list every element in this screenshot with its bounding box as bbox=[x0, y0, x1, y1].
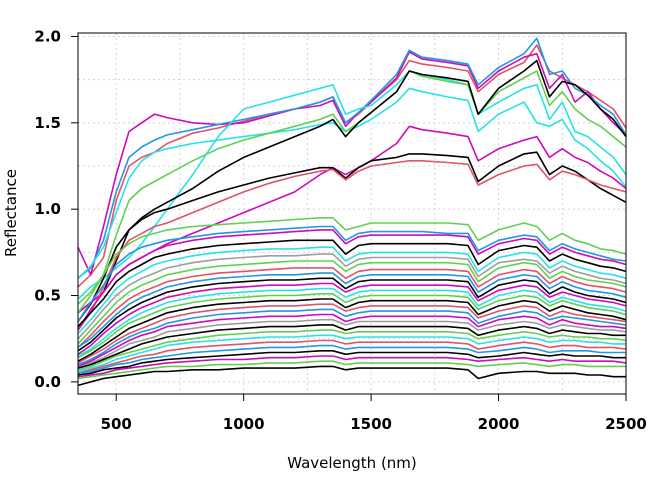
spectrum-line-30 bbox=[77, 329, 627, 371]
spectrum-line-22 bbox=[77, 287, 627, 357]
spectrum-line-27 bbox=[77, 313, 627, 368]
x-tick-label: 2000 bbox=[478, 415, 520, 433]
spectrum-line-11 bbox=[77, 217, 627, 314]
spectrum-line-25 bbox=[77, 303, 627, 364]
spectrum-line-5 bbox=[77, 87, 627, 279]
spectrum-line-24 bbox=[77, 298, 627, 362]
y-tick-label: 0.5 bbox=[34, 287, 61, 305]
spectrum-line-35 bbox=[77, 355, 627, 378]
y-axis-title: Reflectance bbox=[2, 169, 20, 257]
x-tick-label: 1000 bbox=[223, 415, 265, 433]
spectrum-line-36 bbox=[77, 360, 626, 380]
y-tick-label: 1.5 bbox=[34, 114, 61, 132]
spectrum-line-32 bbox=[77, 339, 627, 375]
spectrum-line-12 bbox=[77, 225, 627, 322]
y-tick-label: 0.0 bbox=[34, 373, 61, 391]
spectrum-line-31 bbox=[77, 334, 626, 373]
spectrum-line-18 bbox=[77, 267, 627, 348]
x-tick-label: 500 bbox=[101, 415, 132, 433]
spectrum-line-19 bbox=[77, 272, 627, 349]
spectrum-line-13 bbox=[77, 229, 627, 331]
x-axis: 500 1000 1500 2000 2500 bbox=[101, 394, 647, 433]
x-tick-label: 1500 bbox=[350, 415, 392, 433]
x-axis-title: Wavelength (nm) bbox=[287, 454, 417, 472]
y-axis: 0.0 0.5 1.0 1.5 2.0 bbox=[34, 27, 78, 391]
spectrum-line-37 bbox=[77, 365, 626, 387]
spectrum-line-21 bbox=[77, 282, 627, 355]
y-tick-label: 2.0 bbox=[34, 27, 61, 45]
spectrum-line-29 bbox=[77, 324, 626, 369]
spectrum-line-16 bbox=[77, 253, 627, 340]
plot-frame bbox=[77, 32, 627, 395]
spectrum-line-10 bbox=[77, 160, 627, 331]
spectrum-line-20 bbox=[77, 277, 627, 352]
spectrum-line-23 bbox=[77, 293, 627, 359]
spectrum-line-28 bbox=[77, 318, 627, 369]
x-tick-label: 2500 bbox=[605, 415, 647, 433]
spectrum-line-14 bbox=[77, 239, 627, 328]
spectrum-line-34 bbox=[77, 350, 626, 376]
spectrum-line-17 bbox=[77, 260, 627, 345]
spectrum-line-26 bbox=[77, 308, 627, 366]
spectrum-line-15 bbox=[77, 246, 627, 335]
spectrum-line-7 bbox=[77, 59, 627, 314]
spectrum-line-9 bbox=[77, 151, 627, 322]
y-tick-label: 1.0 bbox=[34, 200, 61, 218]
spectra-lines bbox=[77, 37, 627, 387]
spectrum-line-33 bbox=[77, 344, 626, 375]
